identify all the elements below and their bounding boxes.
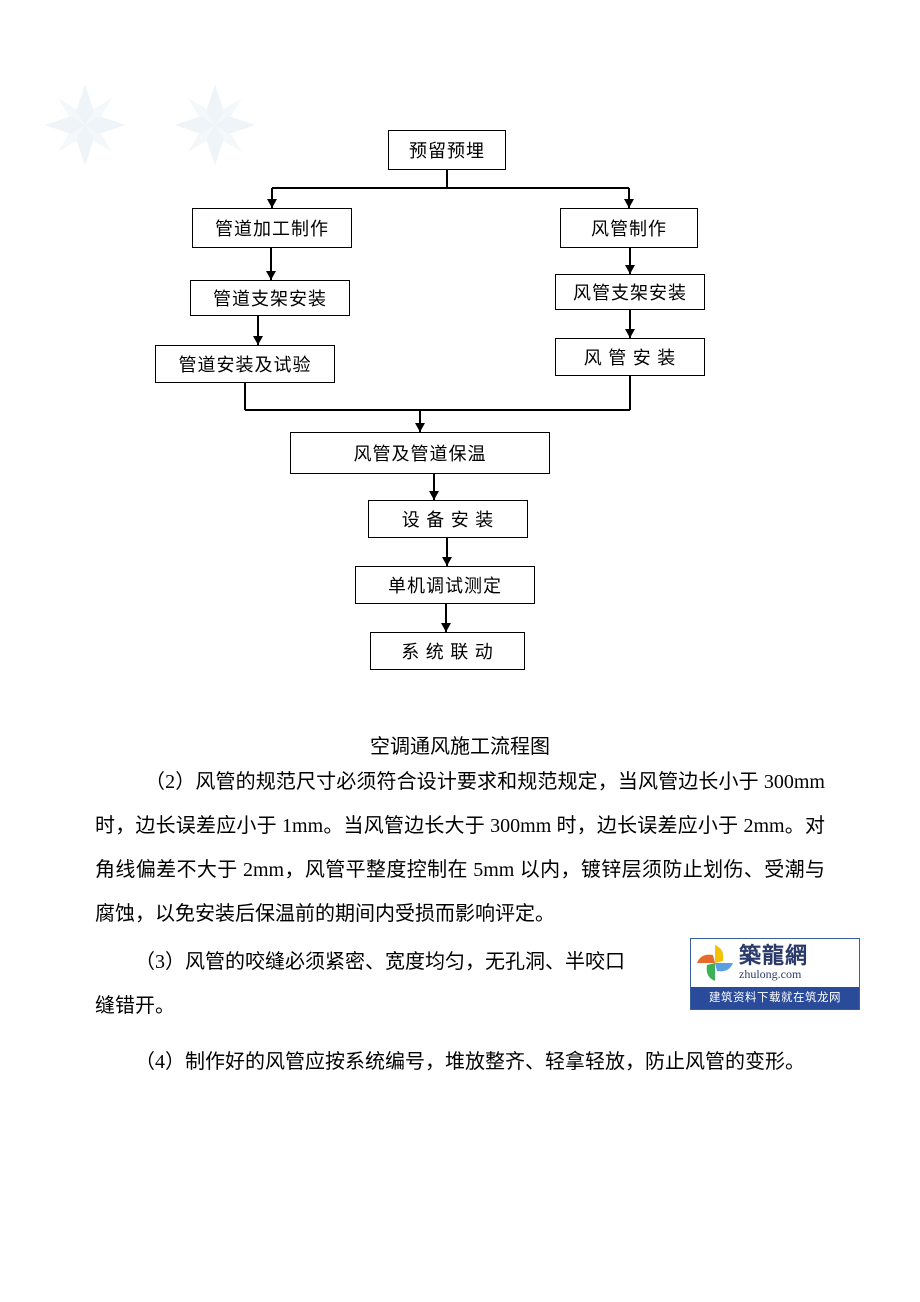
- logo-en-text: zhulong.com: [739, 967, 808, 982]
- flowchart: 预留预埋管道加工制作 风管制作管道支架安装 风管支架安装管道安装及试验 风 管 安 装…: [0, 120, 920, 680]
- flowchart-node: 风 管 安 装: [555, 338, 705, 376]
- flowchart-node: 风管及管道保温: [290, 432, 550, 474]
- flowchart-node: 风管支架安装: [555, 274, 705, 310]
- flowchart-node: 管道支架安装: [190, 280, 350, 316]
- flowchart-node: 预留预埋: [388, 130, 506, 170]
- zhulong-logo: 築龍網 zhulong.com 建筑资料下载就在筑龙网: [690, 938, 860, 1010]
- flowchart-node: 设 备 安 装: [368, 500, 528, 538]
- pinwheel-icon: [695, 943, 735, 983]
- flowchart-node: 单机调试测定: [355, 566, 535, 604]
- flowchart-node: 管道加工制作: [192, 208, 352, 248]
- logo-cn-text: 築龍網: [739, 945, 808, 967]
- flowchart-node: 风管制作: [560, 208, 698, 248]
- flowchart-caption: 空调通风施工流程图: [0, 730, 920, 759]
- paragraph-2: （2）风管的规范尺寸必须符合设计要求和规范规定，当风管边长小于 300mm时，边…: [95, 760, 825, 936]
- flowchart-node: 系 统 联 动: [370, 632, 525, 670]
- logo-bar-text: 建筑资料下载就在筑龙网: [691, 987, 859, 1009]
- paragraph-4: （4）制作好的风管应按系统编号，堆放整齐、轻拿轻放，防止风管的变形。: [95, 1040, 825, 1084]
- flowchart-node: 管道安装及试验: [155, 345, 335, 383]
